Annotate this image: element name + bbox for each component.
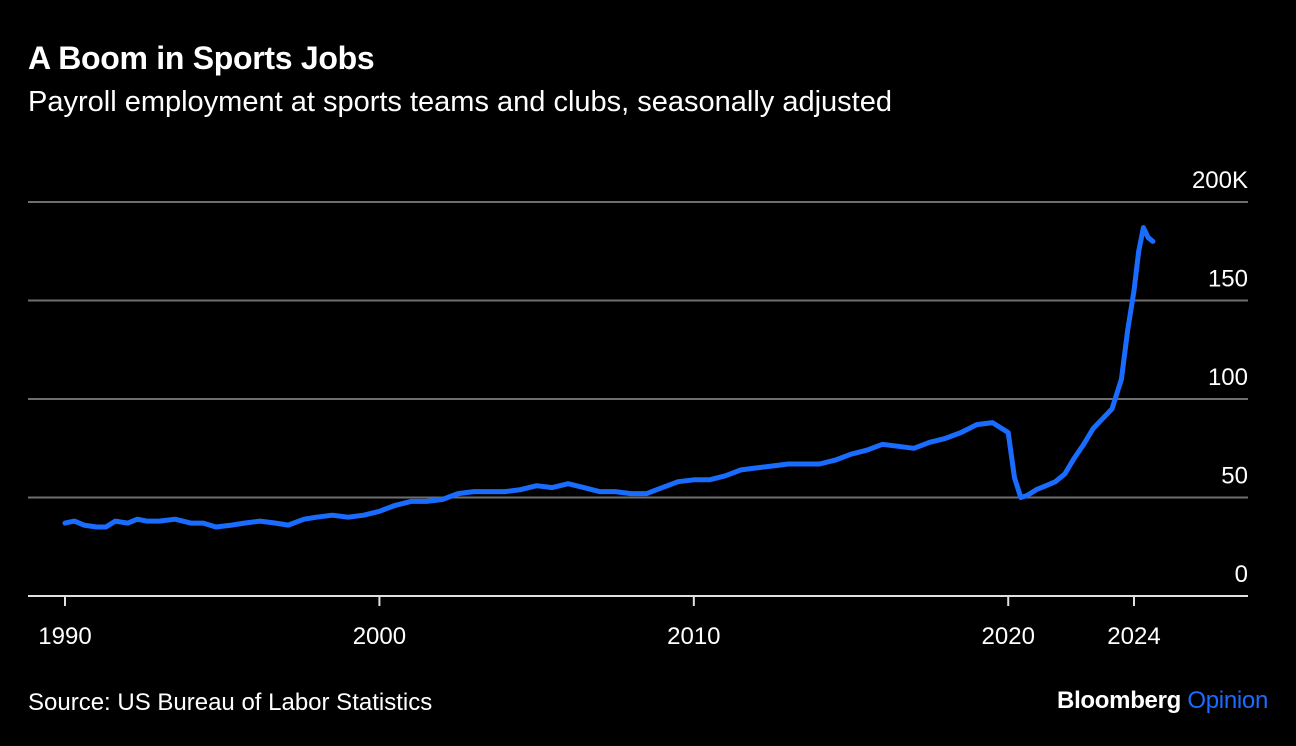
- logo-brand: Bloomberg: [1057, 687, 1181, 714]
- x-tick-label-2010: 2010: [667, 623, 720, 650]
- x-tick-label-2000: 2000: [353, 623, 406, 650]
- y-tick-label-200: 200K: [1192, 167, 1248, 194]
- x-axis: 1990 2000 2010 2020 2024: [28, 595, 1248, 650]
- x-tick-label-1990: 1990: [38, 623, 91, 650]
- gridlines: [28, 201, 1248, 499]
- y-tick-label-0: 0: [1235, 561, 1248, 588]
- source-note: Source: US Bureau of Labor Statistics: [28, 689, 433, 716]
- y-tick-label-50: 50: [1221, 463, 1248, 490]
- y-axis-tick-labels: 0 50 100 150 200K: [1192, 167, 1248, 588]
- chart-title: A Boom in Sports Jobs: [28, 40, 375, 76]
- bloomberg-opinion-logo: Bloomberg Opinion: [1057, 687, 1268, 715]
- logo-product: Opinion: [1187, 687, 1268, 714]
- x-tick-label-2024: 2024: [1107, 623, 1160, 650]
- series-layer: [62, 225, 1156, 530]
- chart-subtitle: Payroll employment at sports teams and c…: [28, 86, 892, 118]
- series-line-0: [62, 225, 1156, 530]
- y-tick-label-100: 100: [1208, 364, 1248, 391]
- y-tick-label-150: 150: [1208, 266, 1248, 293]
- x-tick-label-2020: 2020: [982, 623, 1035, 650]
